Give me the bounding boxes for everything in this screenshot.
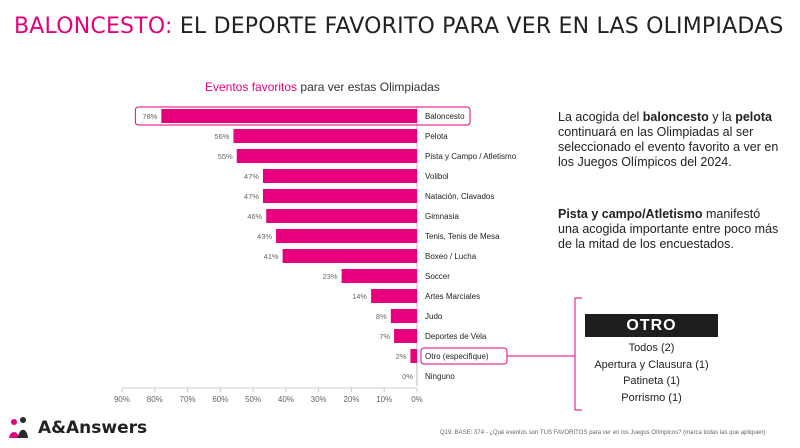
category-label: Deportes de Vela [425, 332, 487, 341]
paragraph-2: Pista y campo/Atletismo manifestó una ac… [558, 207, 779, 251]
data-label: 55% [218, 152, 233, 161]
otro-item: Porrismo (1) [621, 391, 682, 404]
x-tick-label: 50% [245, 395, 261, 404]
bar [236, 149, 417, 163]
bar [262, 189, 417, 203]
category-label: Soccer [425, 272, 450, 281]
x-tick-label: 70% [180, 395, 196, 404]
data-label: 47% [244, 192, 259, 201]
data-label: 7% [379, 332, 390, 341]
bar [394, 329, 417, 343]
x-tick-label: 80% [147, 395, 163, 404]
bar [341, 269, 417, 283]
bar [266, 209, 417, 223]
category-label: Pista y Campo / Atletismo [425, 152, 517, 161]
page-title: BALONCESTO: EL DEPORTE FAVORITO PARA VER… [14, 14, 784, 39]
title-rest: EL DEPORTE FAVORITO PARA VER EN LAS OLIM… [179, 14, 784, 39]
x-tick-label: 0% [411, 395, 423, 404]
bar [282, 249, 417, 263]
category-label: Boxeo / Lucha [425, 252, 477, 261]
data-label: 14% [352, 292, 367, 301]
x-tick-label: 10% [376, 395, 392, 404]
bar [390, 309, 417, 323]
category-label: Natación, Clavados [425, 192, 494, 201]
data-label: 43% [257, 232, 272, 241]
category-label: Artes Marciales [425, 292, 480, 301]
footnote: Q19. BASE: 374 - ¿Qué eventos son TUS FA… [440, 430, 766, 436]
data-label: 2% [396, 352, 407, 361]
bar [262, 169, 417, 183]
category-label: Judo [425, 312, 443, 321]
category-label: Gimnasia [425, 212, 459, 221]
data-label: 41% [264, 252, 279, 261]
data-label: 56% [214, 132, 229, 141]
x-tick-label: 20% [343, 395, 359, 404]
data-label: 0% [402, 372, 413, 381]
bar [161, 109, 417, 123]
title-highlight: BALONCESTO: [14, 14, 173, 39]
para-bold-atletismo: Pista y campo/Atletismo [558, 207, 703, 221]
chart-subtitle-highlight: Eventos favoritos [205, 80, 298, 94]
otro-header: OTRO [585, 314, 718, 337]
otro-bracket [574, 297, 582, 411]
otro-list: Todos (2) Apertura y Clausura (1) Patine… [585, 340, 718, 406]
category-label: Otro (especifique) [425, 352, 489, 361]
category-label: Pelota [425, 132, 448, 141]
x-tick-label: 90% [114, 395, 130, 404]
otro-item: Patineta (1) [623, 375, 680, 387]
logo-text: A&Answers [38, 418, 148, 438]
category-label: Ninguno [425, 372, 455, 381]
category-label: Tenis, Tenis de Mesa [425, 232, 500, 241]
bar [276, 229, 417, 243]
people-logo-icon [9, 417, 28, 438]
otro-item: Apertura y Clausura (1) [594, 358, 709, 371]
category-label: Baloncesto [425, 112, 465, 121]
x-tick-label: 30% [311, 395, 327, 404]
paragraph-1: La acogida del baloncesto y la pelota co… [558, 110, 779, 169]
para-bold-pelota: pelota [735, 110, 773, 124]
chart-subtitle: Eventos favoritos para ver estas Olimpia… [205, 80, 440, 94]
data-label: 46% [247, 212, 262, 221]
brand-logo: A&Answers [8, 416, 147, 440]
category-label: Volibol [425, 172, 449, 181]
bar [233, 129, 417, 143]
bar [371, 289, 417, 303]
para-bold-baloncesto: baloncesto [642, 110, 709, 124]
bar [410, 349, 417, 363]
data-label: 23% [323, 272, 338, 281]
x-tick-label: 60% [212, 395, 228, 404]
highlight-box-baloncesto [134, 106, 471, 126]
data-label: 78% [142, 112, 157, 121]
x-tick-label: 40% [278, 395, 294, 404]
chart-subtitle-rest: para ver estas Olimpiadas [300, 80, 440, 94]
otro-item: Todos (2) [628, 342, 675, 354]
data-label: 47% [244, 172, 259, 181]
data-label: 8% [376, 312, 387, 321]
